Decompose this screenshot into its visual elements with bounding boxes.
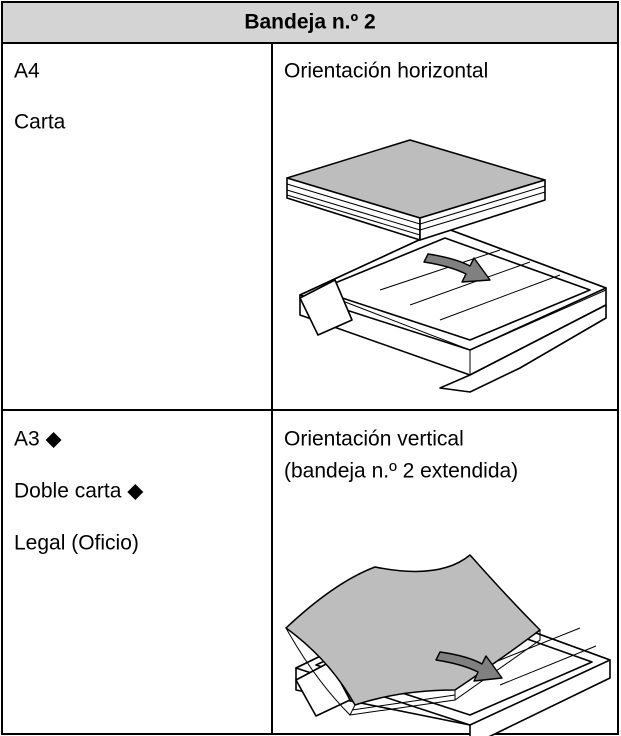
illustration-vertical: [285, 554, 611, 736]
illustration-horizontal: [286, 139, 607, 393]
paper-size: A4: [14, 60, 40, 83]
orientation: (bandeja n.º 2 extendida): [284, 460, 518, 483]
header-bg: [2, 2, 618, 43]
paper-size: Carta: [14, 111, 66, 134]
orientation: Orientación vertical: [284, 428, 464, 451]
paper-size: Doble carta ◆: [14, 480, 144, 503]
paper-size: Legal (Oficio): [14, 532, 139, 555]
paper-size: A3 ◆: [14, 428, 63, 451]
orientation: Orientación horizontal: [284, 60, 488, 83]
table-header: Bandeja n.º 2: [244, 11, 375, 34]
